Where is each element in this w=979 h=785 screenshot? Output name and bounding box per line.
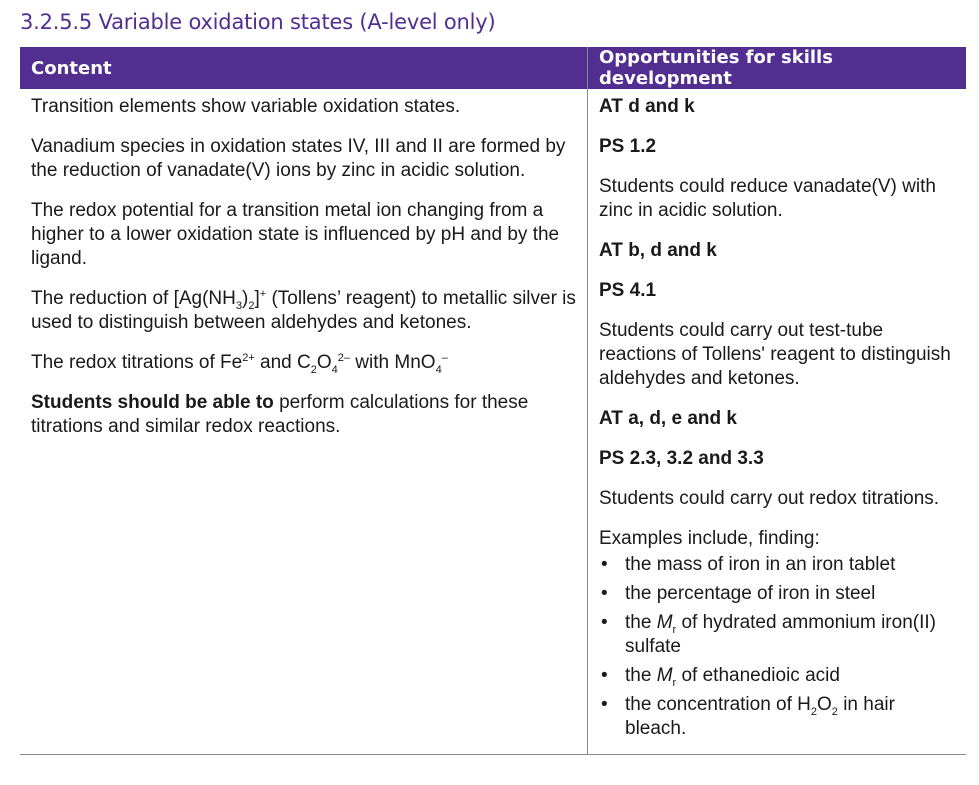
text-segment: (Tollens’ reagent) to metallic silver is… (31, 288, 576, 333)
text-segment: Students could reduce vanadate(V) with z… (599, 176, 936, 221)
skills-paragraph: PS 4.1 (599, 279, 956, 303)
skills-paragraph: PS 1.2 (599, 135, 956, 159)
skills-cell: AT d and k PS 1.2 Students could reduce va… (587, 89, 966, 755)
content-paragraph: Students should be able to perform calcu… (31, 391, 577, 439)
text-segment: the concentration of H (625, 694, 811, 715)
examples-intro: Examples include, finding: (599, 528, 820, 549)
text-segment: PS 4.1 (599, 280, 657, 301)
header-skills: Opportunities for skills development (587, 47, 966, 89)
text-segment: AT b, d and k (599, 240, 717, 261)
list-item: the percentage of iron in steel (599, 582, 956, 606)
table-header-row: Content Opportunities for skills develop… (20, 47, 966, 89)
skills-paragraph: AT b, d and k (599, 239, 956, 263)
text-segment: the (625, 665, 657, 686)
text-segment: PS 1.2 (599, 136, 657, 157)
skills-paragraph: AT d and k (599, 95, 956, 119)
skills-paragraph: Students could reduce vanadate(V) with z… (599, 175, 956, 223)
text-segment: ] (254, 288, 260, 309)
header-content: Content (20, 47, 588, 89)
content-cell: Transition elements show variable oxidat… (20, 89, 588, 755)
text-segment: of hydrated ammonium iron(II) sulfate (625, 612, 936, 657)
text-segment: r (672, 677, 677, 689)
content-paragraph: The redox potential for a transition met… (31, 199, 577, 271)
text-segment: M (656, 665, 673, 686)
text-segment: Students could carry out redox titration… (599, 488, 940, 509)
text-segment: AT a, d, e and k (599, 408, 737, 429)
skills-paragraph: AT a, d, e and k (599, 407, 956, 431)
text-segment: AT d and k (599, 96, 695, 117)
text-segment: ) (242, 288, 249, 309)
text-segment: r (672, 624, 677, 636)
text-segment: The redox titrations of Fe (31, 352, 243, 373)
text-segment: The reduction of [Ag(NH (31, 288, 236, 309)
text-segment: and C (254, 352, 311, 373)
text-segment: 2+ (242, 352, 255, 364)
text-segment: Transition elements show variable oxidat… (31, 96, 461, 117)
text-segment: The redox potential for a transition met… (31, 200, 560, 269)
content-paragraph: The redox titrations of Fe2+ and C2O42– … (31, 351, 577, 376)
text-segment: in hair bleach. (625, 694, 895, 739)
text-segment: of ethanedioic acid (676, 665, 840, 686)
text-segment: perform calculations for these titration… (31, 392, 529, 437)
skills-paragraph: Students could carry out test-tube react… (599, 319, 956, 391)
text-segment: 3 (235, 300, 242, 312)
skills-paragraph: Students could carry out redox titration… (599, 487, 956, 511)
text-segment: 2– (337, 352, 351, 364)
content-column: Transition elements show variable oxidat… (31, 95, 577, 439)
text-segment: – (441, 352, 448, 364)
list-item: the concentration of H2O2 in hair bleach… (599, 693, 956, 741)
content-paragraph: The reduction of [Ag(NH3)2]+ (Tollens’ r… (31, 287, 577, 335)
text-segment: 2 (831, 706, 838, 718)
examples-list: the mass of iron in an iron tablet the pe… (599, 553, 956, 741)
table-row: Transition elements show variable oxidat… (20, 89, 966, 755)
text-segment: 2 (248, 300, 255, 312)
section-title: 3.2.5.5 Variable oxidation states (A-lev… (20, 10, 496, 34)
text-segment: 2 (310, 364, 317, 376)
specification-table: Content Opportunities for skills develop… (20, 47, 966, 755)
text-segment: the mass of iron in an iron tablet (625, 554, 896, 575)
list-item: the Mr of ethanedioic acid (599, 664, 956, 689)
text-segment: the (625, 612, 657, 633)
text-segment: Students should be able to (31, 392, 274, 413)
text-segment: Vanadium species in oxidation states IV,… (31, 136, 566, 181)
text-segment: 4 (331, 364, 338, 376)
text-segment: with MnO (350, 352, 436, 373)
content-paragraph: Transition elements show variable oxidat… (31, 95, 577, 119)
text-segment: O (817, 694, 832, 715)
list-item: the Mr of hydrated ammonium iron(II) sul… (599, 611, 956, 659)
list-item: the mass of iron in an iron tablet (599, 553, 956, 577)
text-segment: M (656, 612, 673, 633)
text-segment: Students could carry out test-tube react… (599, 320, 951, 389)
text-segment: O (316, 352, 332, 373)
text-segment: the percentage of iron in steel (625, 583, 876, 604)
text-segment: + (259, 288, 267, 300)
text-segment: 4 (435, 364, 442, 376)
text-segment: PS 2.3, 3.2 and 3.3 (599, 448, 764, 469)
skills-paragraph: PS 2.3, 3.2 and 3.3 (599, 447, 956, 471)
skills-column: AT d and k PS 1.2 Students could reduce va… (599, 95, 956, 511)
text-segment: 2 (810, 706, 818, 718)
content-paragraph: Vanadium species in oxidation states IV,… (31, 135, 577, 183)
